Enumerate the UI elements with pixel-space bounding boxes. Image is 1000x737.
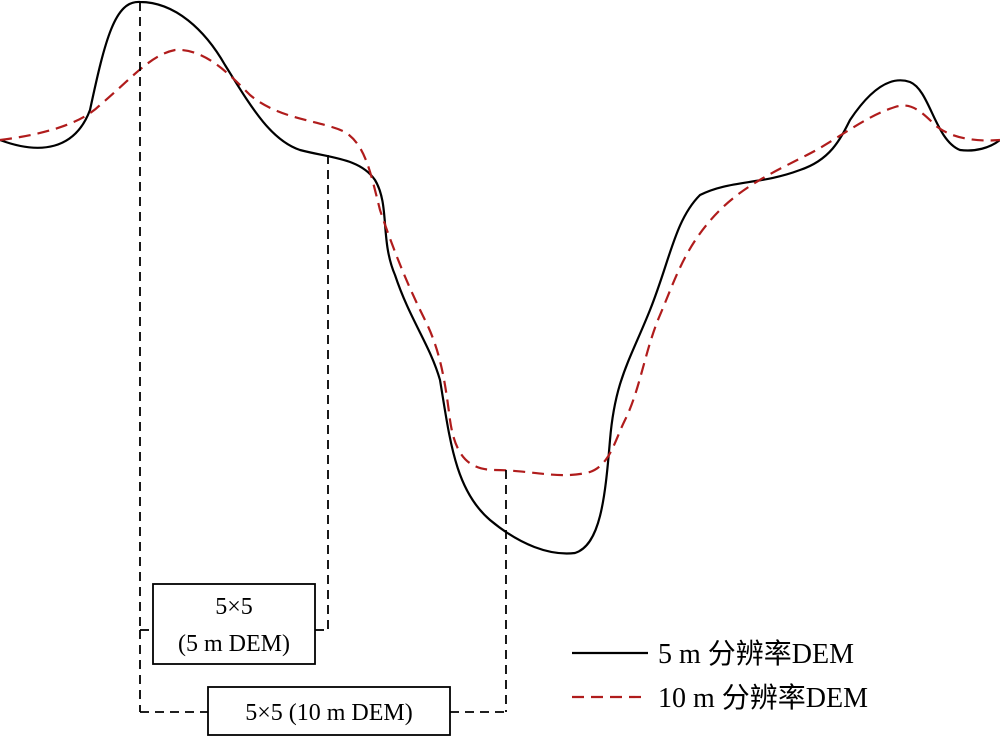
legend-label-5m: 5 m 分辨率DEM (658, 638, 854, 670)
profile-5m-dem (0, 0, 1000, 555)
legend: 5 m 分辨率DEM 10 m 分辨率DEM (572, 638, 868, 714)
window-10m-label: 5×5 (10 m DEM) (245, 700, 413, 726)
window-5m-label-size: 5×5 (215, 594, 253, 620)
window-5m-bracket (139, 2, 329, 631)
profile-10m-dem (0, 48, 1000, 477)
window-5m-box (152, 583, 316, 665)
legend-label-10m: 10 m 分辨率DEM (658, 682, 868, 714)
window-5m-label-dem: (5 m DEM) (178, 631, 290, 657)
window-10m-bracket (139, 470, 507, 713)
window-10m-box (207, 686, 451, 736)
